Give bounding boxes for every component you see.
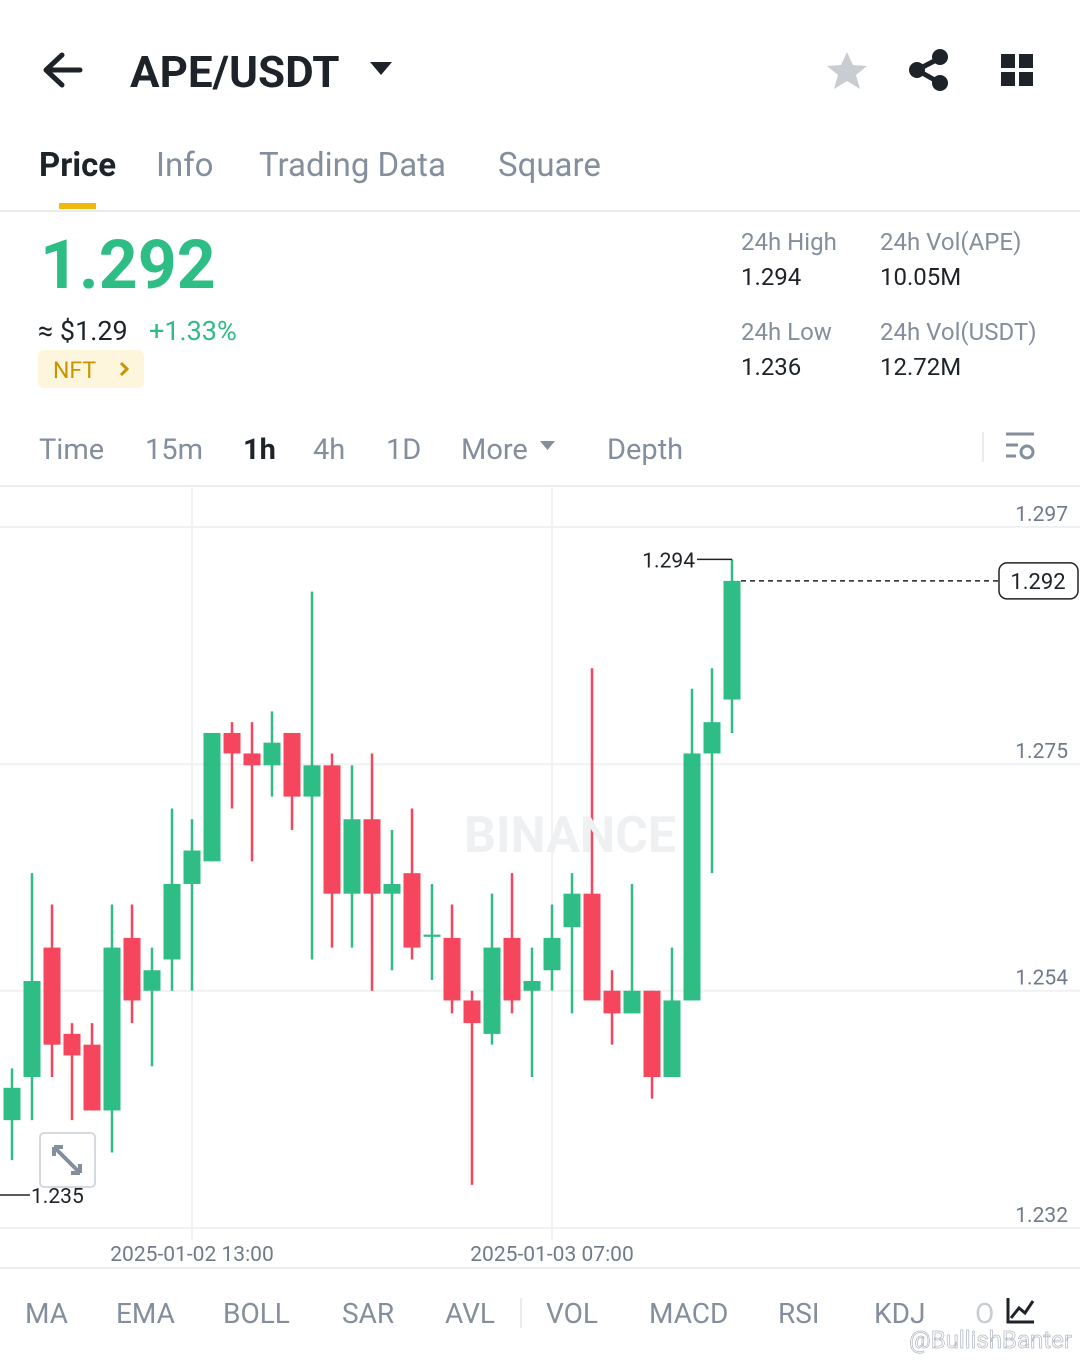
candle-body [443, 937, 461, 1001]
indicator[interactable]: MACD [649, 1297, 728, 1330]
y-tick-label: 1.232 [1015, 1204, 1068, 1228]
candle-body [563, 893, 581, 928]
indicator[interactable]: SAR [342, 1297, 394, 1330]
stat-label: 24h Vol(USDT) [880, 318, 1037, 346]
candle-body [403, 873, 421, 948]
expand-button[interactable] [39, 1132, 96, 1188]
grid-menu[interactable] [1001, 54, 1033, 86]
low-label: 1.235 [31, 1185, 84, 1209]
candle-body [623, 990, 641, 1014]
stat-label: 24h Low [741, 318, 832, 346]
candle-body [203, 732, 221, 862]
y-tick-label: 1.254 [1015, 967, 1068, 991]
credit: @BullishBanter [909, 1326, 1072, 1354]
interval[interactable]: Time [39, 433, 104, 467]
stat-value: 10.05M [880, 263, 961, 291]
candle-body [703, 722, 721, 754]
indicator[interactable]: MA [25, 1297, 68, 1330]
candle-body [723, 580, 741, 700]
back-button[interactable] [43, 52, 83, 88]
interval[interactable]: 15m [145, 433, 203, 467]
chart-settings[interactable] [1006, 432, 1035, 460]
share-button[interactable] [909, 49, 948, 91]
indicator[interactable]: RSI [778, 1297, 820, 1330]
candle-body [643, 990, 661, 1078]
candlestick-chart: 1.232 1.254 1.275 1.297 2025-01-02 13:00 2025… [0, 486, 1080, 1267]
candle-body [323, 765, 341, 894]
candle-body [123, 937, 141, 1001]
stat-value: 12.72M [880, 353, 961, 381]
last-price-label: 1.292 [1010, 570, 1065, 595]
candle-body [363, 819, 381, 894]
tab[interactable]: Info [156, 146, 214, 185]
candle-body [463, 1000, 481, 1024]
pair-title[interactable]: APE/USDT [130, 46, 340, 98]
candle-body [583, 893, 601, 1001]
candle-body [483, 947, 501, 1034]
last-price: 1.292 [40, 225, 216, 305]
tag-label[interactable]: NFT [53, 357, 96, 384]
stat-label: 24h High [741, 228, 837, 256]
candle-body [223, 732, 241, 754]
candle-body [343, 819, 361, 894]
indicator[interactable]: VOL [546, 1297, 598, 1330]
candle-body [683, 753, 701, 1001]
x-tick-label: 2025-01-02 13:00 [110, 1243, 274, 1267]
indicator[interactable]: EMA [116, 1297, 175, 1330]
candle-body [383, 883, 401, 894]
candle-body [63, 1033, 81, 1056]
indicator[interactable]: KDJ [874, 1297, 925, 1330]
price-change: +1.33% [149, 315, 237, 347]
candle-body [163, 883, 181, 960]
candle-body [183, 850, 201, 884]
tab[interactable]: Square [498, 146, 601, 185]
candle-body [283, 732, 301, 797]
indicator[interactable]: AVL [445, 1297, 495, 1330]
stat-value: 1.236 [741, 353, 801, 381]
candle-body [83, 1044, 101, 1111]
candle-body [43, 947, 61, 1045]
tag-badge[interactable] [38, 350, 144, 388]
y-tick-label: 1.275 [1015, 740, 1068, 764]
interval[interactable]: Depth [607, 433, 683, 467]
interval[interactable]: 4h [313, 433, 345, 467]
more-caret [540, 441, 555, 450]
candle-body [103, 947, 121, 1111]
x-tick-label: 2025-01-03 07:00 [470, 1243, 634, 1267]
candle-body [603, 990, 621, 1014]
candle-body [543, 937, 561, 971]
tab-active[interactable]: Price [39, 146, 116, 185]
favorite-star[interactable] [827, 52, 867, 89]
last-price-box [998, 562, 1079, 600]
tab[interactable]: Trading Data [259, 146, 446, 185]
candle-body [663, 1000, 681, 1078]
tag-arrow [119, 361, 130, 377]
y-tick-label: 1.297 [1015, 503, 1068, 527]
indicator-settings[interactable] [1006, 1298, 1035, 1324]
watermark: BINANCE [464, 807, 676, 865]
candle-body [23, 981, 41, 1078]
interval[interactable]: 1D [386, 433, 421, 467]
pair-dropdown[interactable] [370, 62, 392, 75]
indicator[interactable]: O [975, 1297, 994, 1330]
high-label: 1.294 [642, 549, 695, 573]
candle-body [503, 937, 521, 1001]
candle-body [303, 765, 321, 797]
interval-active[interactable]: 1h [243, 433, 276, 467]
stat-value: 1.294 [741, 263, 801, 291]
candle-body [3, 1087, 21, 1121]
indicator[interactable]: BOLL [223, 1297, 290, 1330]
candle-body [423, 934, 441, 937]
candle-body [263, 742, 281, 766]
candle-body [143, 970, 161, 991]
interval[interactable]: More [461, 433, 528, 467]
tab-indicator [59, 203, 96, 209]
usd-price: ≈ $1.29 [38, 315, 128, 347]
candle-body [523, 981, 541, 991]
candle-body [243, 753, 261, 766]
stat-label: 24h Vol(APE) [880, 228, 1021, 256]
